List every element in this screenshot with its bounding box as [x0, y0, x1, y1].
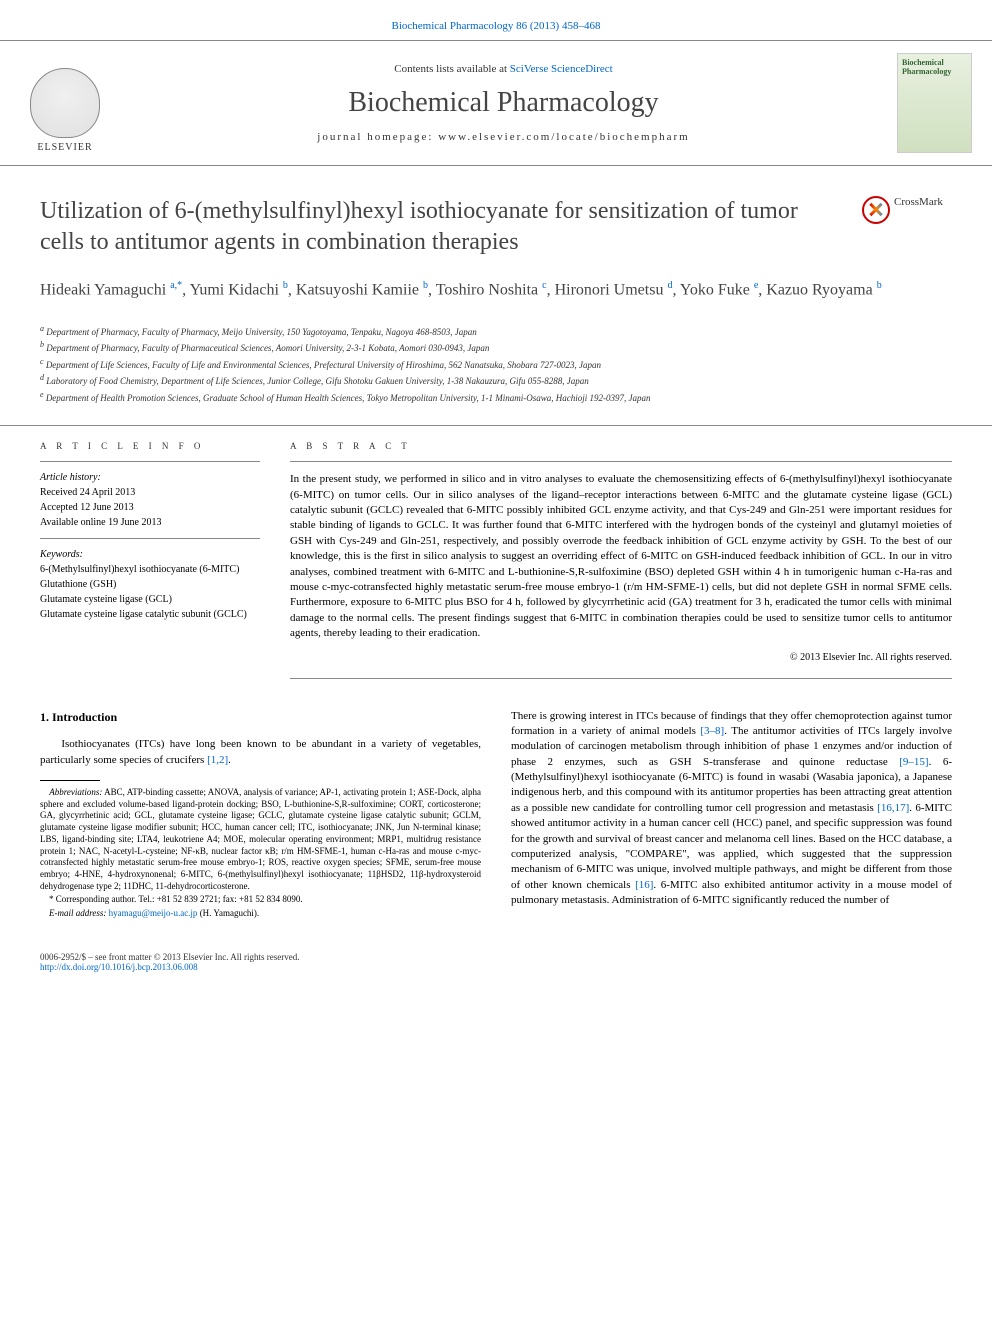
keywords-label: Keywords: — [40, 547, 260, 562]
body-column-left: 1. Introduction Isothiocyanates (ITCs) h… — [40, 709, 481, 922]
crossmark-icon — [862, 196, 890, 224]
footnote-separator — [40, 780, 100, 781]
journal-center: Contents lists available at SciVerse Sci… — [110, 63, 897, 143]
ref-link[interactable]: [9–15] — [899, 756, 928, 768]
article-history: Article history: Received 24 April 2013A… — [40, 461, 260, 538]
keyword-line: 6-(Methylsulfinyl)hexyl isothiocyanate (… — [40, 562, 260, 577]
affiliations-list: a Department of Pharmacy, Faculty of Pha… — [0, 313, 992, 426]
intro-paragraph: Isothiocyanates (ITCs) have long been kn… — [40, 737, 481, 768]
ref-link[interactable]: [3–8] — [700, 725, 724, 737]
email-link[interactable]: hyamagu@meijo-u.ac.jp — [109, 908, 198, 918]
journal-header: ELSEVIER Contents lists available at Sci… — [0, 40, 992, 166]
history-label: Article history: — [40, 470, 260, 485]
sciencedirect-link[interactable]: SciVerse ScienceDirect — [510, 63, 613, 75]
citation-link[interactable]: Biochemical Pharmacology 86 (2013) 458–4… — [392, 20, 601, 32]
abstract-column: A B S T R A C T In the present study, we… — [290, 426, 952, 678]
body-columns: 1. Introduction Isothiocyanates (ITCs) h… — [0, 679, 992, 942]
affiliation-line: c Department of Life Sciences, Faculty o… — [40, 356, 952, 373]
ref-link[interactable]: [16] — [635, 879, 653, 891]
email-label: E-mail address: — [49, 908, 109, 918]
body-column-right: There is growing interest in ITCs becaus… — [511, 709, 952, 922]
cover-title: Biochemical Pharmacology — [902, 58, 967, 76]
history-line: Received 24 April 2013 — [40, 485, 260, 500]
article-header: Utilization of 6-(methylsulfinyl)hexyl i… — [0, 166, 992, 268]
header-citation: Biochemical Pharmacology 86 (2013) 458–4… — [0, 0, 992, 40]
keyword-line: Glutathione (GSH) — [40, 577, 260, 592]
contents-prefix: Contents lists available at — [394, 63, 509, 75]
homepage-prefix: journal homepage: — [317, 131, 438, 143]
article-info: A R T I C L E I N F O Article history: R… — [40, 426, 260, 678]
crossmark-text: CrossMark — [894, 196, 943, 208]
email-suffix: (H. Yamaguchi). — [197, 908, 259, 918]
footer: 0006-2952/$ – see front matter © 2013 El… — [0, 942, 992, 992]
intro-text: Isothiocyanates (ITCs) have long been kn… — [40, 738, 481, 765]
elsevier-logo: ELSEVIER — [20, 53, 110, 153]
article-title: Utilization of 6-(methylsulfinyl)hexyl i… — [40, 196, 842, 258]
abbrev-label: Abbreviations: — [49, 787, 102, 797]
info-abstract-section: A R T I C L E I N F O Article history: R… — [0, 425, 992, 678]
history-line: Available online 19 June 2013 — [40, 515, 260, 530]
affiliation-line: a Department of Pharmacy, Faculty of Pha… — [40, 323, 952, 340]
corresponding-author: * Corresponding author. Tel.: +81 52 839… — [40, 894, 481, 906]
doi-link[interactable]: http://dx.doi.org/10.1016/j.bcp.2013.06.… — [40, 962, 198, 972]
homepage-url: www.elsevier.com/locate/biochempharm — [438, 131, 690, 143]
keyword-line: Glutamate cysteine ligase catalytic subu… — [40, 607, 260, 622]
section-heading: 1. Introduction — [40, 709, 481, 726]
abstract-text: In the present study, we performed in si… — [290, 461, 952, 641]
affiliation-line: e Department of Health Promotion Science… — [40, 389, 952, 406]
abbrev-text: ABC, ATP-binding cassette; ANOVA, analys… — [40, 787, 481, 891]
authors-list: Hideaki Yamaguchi a,*, Yumi Kidachi b, K… — [0, 268, 992, 312]
affiliation-line: b Department of Pharmacy, Faculty of Pha… — [40, 339, 952, 356]
history-line: Accepted 12 June 2013 — [40, 500, 260, 515]
crossmark-badge[interactable]: CrossMark — [862, 196, 952, 258]
section-title: Introduction — [52, 710, 117, 724]
abstract-heading: A B S T R A C T — [290, 441, 952, 451]
email-footnote: E-mail address: hyamagu@meijo-u.ac.jp (H… — [40, 908, 481, 920]
issn-line: 0006-2952/$ – see front matter © 2013 El… — [40, 952, 952, 962]
keyword-line: Glutamate cysteine ligase (GCL) — [40, 592, 260, 607]
journal-cover-thumbnail: Biochemical Pharmacology — [897, 53, 972, 153]
copyright-line: © 2013 Elsevier Inc. All rights reserved… — [290, 652, 952, 663]
info-heading: A R T I C L E I N F O — [40, 441, 260, 451]
section-number: 1. — [40, 710, 49, 724]
period: . — [228, 754, 231, 766]
abbreviations-footnote: Abbreviations: ABC, ATP-binding cassette… — [40, 787, 481, 892]
ref-link[interactable]: [1,2] — [207, 754, 228, 766]
elsevier-tree-icon — [30, 68, 100, 138]
contents-line: Contents lists available at SciVerse Sci… — [110, 63, 897, 75]
journal-title: Biochemical Pharmacology — [110, 87, 897, 119]
journal-homepage: journal homepage: www.elsevier.com/locat… — [110, 131, 897, 143]
footnotes: Abbreviations: ABC, ATP-binding cassette… — [40, 787, 481, 920]
affiliation-line: d Laboratory of Food Chemistry, Departme… — [40, 372, 952, 389]
elsevier-text: ELSEVIER — [37, 142, 92, 153]
body-right-paragraph: There is growing interest in ITCs becaus… — [511, 709, 952, 909]
keywords-block: Keywords: 6-(Methylsulfinyl)hexyl isothi… — [40, 538, 260, 630]
corresponding-text: * Corresponding author. Tel.: +81 52 839… — [49, 894, 303, 904]
ref-link[interactable]: [16,17] — [877, 802, 909, 814]
